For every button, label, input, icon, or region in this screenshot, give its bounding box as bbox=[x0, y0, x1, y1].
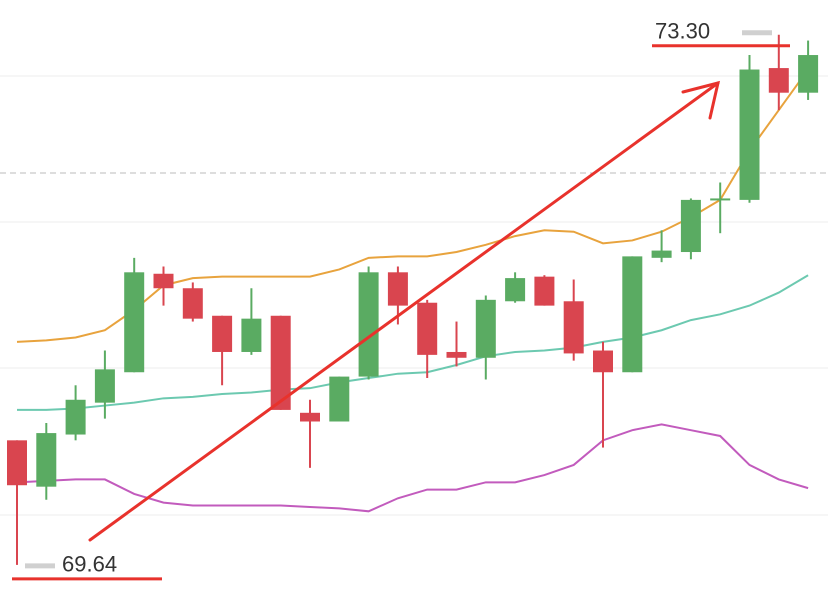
candle-body bbox=[593, 350, 613, 373]
annotations: 73.30 69.64 bbox=[12, 19, 790, 581]
arrow-line bbox=[88, 81, 720, 542]
candle-body bbox=[7, 440, 27, 486]
candle-body bbox=[768, 68, 789, 93]
candle-body bbox=[475, 299, 496, 358]
candle-body bbox=[680, 199, 701, 253]
candle-body bbox=[563, 301, 584, 354]
candle-body bbox=[300, 412, 320, 422]
candle-body bbox=[417, 302, 438, 355]
candle-body bbox=[798, 55, 819, 93]
candle-body bbox=[65, 399, 86, 435]
candle-body bbox=[212, 315, 233, 352]
candle-body bbox=[739, 69, 760, 200]
plot bbox=[7, 34, 819, 565]
annotation-label: 73.30 bbox=[655, 19, 710, 44]
candle-body bbox=[36, 433, 57, 487]
indicator-line bbox=[17, 274, 809, 411]
candle-body bbox=[387, 272, 408, 306]
candle-body bbox=[651, 250, 672, 258]
candle-body bbox=[710, 198, 731, 201]
candle-body bbox=[505, 278, 526, 302]
candle-body bbox=[329, 376, 350, 422]
candle-body bbox=[153, 273, 174, 289]
candle-body bbox=[124, 272, 145, 373]
candle-body bbox=[94, 369, 115, 403]
candle-body bbox=[534, 276, 555, 306]
candle-body bbox=[241, 318, 262, 352]
candle-body bbox=[182, 288, 203, 319]
trend-arrow bbox=[88, 80, 721, 542]
candle-body bbox=[270, 315, 291, 410]
indicator-line bbox=[16, 423, 809, 513]
indicator-line bbox=[16, 68, 809, 343]
candle-body bbox=[358, 272, 379, 377]
arrow-head bbox=[681, 80, 721, 120]
candle-body bbox=[446, 351, 467, 358]
candle-body bbox=[622, 256, 643, 373]
annotation-label: 69.64 bbox=[62, 552, 117, 577]
